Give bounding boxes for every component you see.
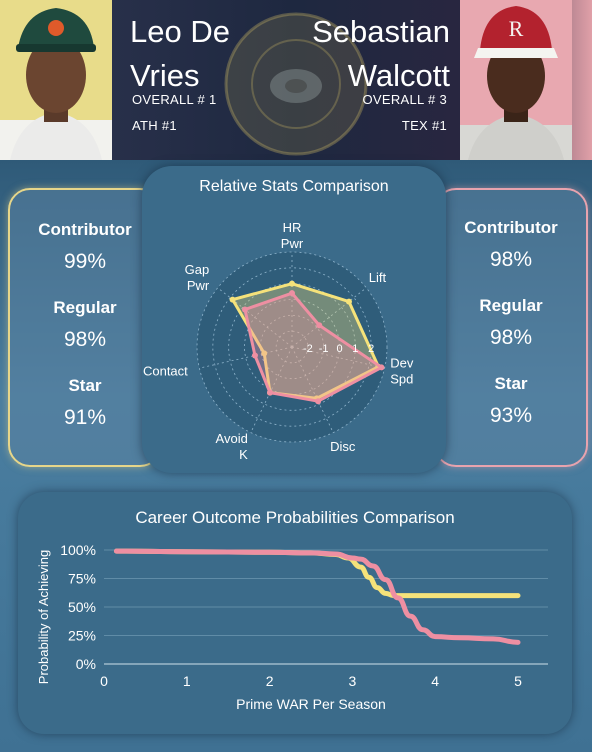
overall-rank-leo: OVERALL # 1 [132,92,217,107]
radar-tick-label: 2 [368,343,374,355]
radar-gridline [259,314,325,380]
line-x-tick-label: 0 [100,673,108,689]
radar-axis-label: HR Pwr [281,220,304,251]
radar-gridline [228,283,356,411]
radar-point [241,306,248,313]
stat-label: Star [494,374,528,393]
radar-axis-label: Lift [369,270,387,285]
radar-spoke [199,346,293,369]
svg-text:R: R [509,16,524,41]
radar-point [289,290,295,297]
line-y-tick-label: 75% [68,571,96,587]
stat-card-leo: Contributor 99% Regular 98% Star 91% [8,188,162,467]
line-y-tick-label: 100% [60,542,96,558]
radar-point [378,364,385,371]
radar-spoke [291,287,367,348]
player-name-walcott-line2: Walcott [347,58,450,93]
line-chart-title: Career Outcome Probabilities Comparison [135,508,455,527]
radar-tick-label: -1 [319,343,329,355]
stat-label: Contributor [38,220,132,239]
stat-label: Contributor [464,218,558,237]
radar-axis-label: Contact [143,364,188,379]
stat-label: Regular [479,296,543,315]
player-name-leo: Leo De Vries [130,10,230,98]
team-rank-leo: ATH #1 [132,118,177,133]
radar-tick-label: 0 [336,343,342,355]
radar-chart-card: Relative Stats Comparison -2 -1 0 1 2 HR Pwr Li… [142,166,446,473]
player-photo-walcott: R [460,0,572,160]
line-x-tick-label: 2 [266,673,274,689]
radar-spoke [217,287,293,348]
radar-gridline [212,267,372,427]
line-chart: 0% 25% 50% 75% 100% 0 1 2 3 4 5 Prime WAR Per Seaso… [36,542,548,712]
line-y-tick-label: 25% [68,628,96,644]
line-series-leo [113,548,521,599]
overall-rank-walcott: OVERALL # 3 [362,92,447,107]
radar-gridline [244,299,340,395]
radar-point [289,280,295,287]
player-name-walcott-line1: Sebastian [312,14,450,49]
stat-value: 98% [489,248,533,271]
radar-point [261,350,268,357]
team-rank-walcott: TEX #1 [401,118,447,133]
radar-chart-title: Relative Stats Comparison [199,178,389,195]
line-x-axis-label: Prime WAR Per Season [236,696,386,712]
stat-value: 99% [63,250,107,273]
radar-axis-label: Disc [330,439,356,454]
radar-axis-label: Dev Spd [390,356,414,387]
line-y-tick-label: 0% [76,656,96,672]
radar-spoke [291,346,385,369]
line-x-tick-label: 5 [514,673,522,689]
stat-card-walcott: Contributor 98% Regular 98% Star 93% [434,188,588,467]
radar-point [315,398,322,405]
player-photo-leo [0,0,112,160]
radar-spoke [250,346,293,433]
stat-value: 91% [63,406,107,429]
radar-point [229,296,236,303]
stat-value: 98% [63,328,107,351]
player-name-leo-line1: Leo De [130,14,230,49]
radar-point [251,352,258,359]
logo-watermark-icon [224,12,368,156]
line-x-tick-label: 4 [431,673,439,689]
line-chart-card: Career Outcome Probabilities Comparison … [18,492,572,734]
radar-axis-label: Avoid K [216,431,249,462]
radar-series-walcott [243,291,384,403]
player-name-walcott: Sebastian Walcott [312,10,450,98]
line-y-axis-label: Probability of Achieving [36,550,51,684]
line-x-tick-label: 1 [183,673,191,689]
line-series-walcott [113,548,521,645]
player-name-leo-line2: Vries [130,58,200,93]
line-x-tick-label: 3 [349,673,357,689]
radar-point [345,298,352,305]
radar-point [316,322,323,329]
radar-gridline [196,251,388,443]
stat-label: Regular [53,298,117,317]
stat-value: 98% [489,326,533,349]
radar-tick-label: -2 [303,343,313,355]
radar-gridline [275,330,309,364]
radar-spoke [291,346,334,433]
stat-label: Star [68,376,102,395]
stat-value: 93% [489,404,533,427]
radar-axis-label: Gap Pwr [185,262,210,293]
radar-point [267,389,274,396]
line-y-tick-label: 50% [68,599,96,615]
radar-tick-label: 1 [352,343,358,355]
radar-chart: -2 -1 0 1 2 HR Pwr Lift Dev Spd Disc Avoid K Contact G… [143,220,414,462]
